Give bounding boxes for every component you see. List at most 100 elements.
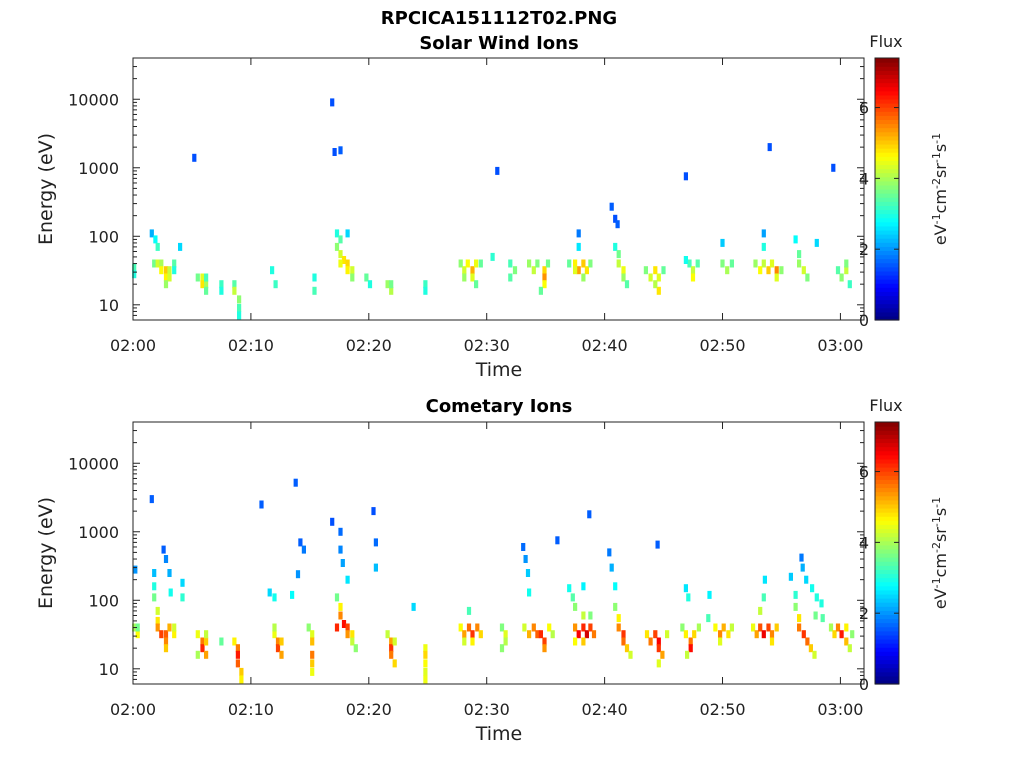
colorbar-segment [875, 557, 899, 562]
spectrogram-cell [161, 545, 166, 554]
colorbar-title: Flux [869, 32, 902, 51]
spectrogram-cell [680, 623, 685, 632]
spectrogram-cell [567, 259, 572, 268]
colorbar-segment [875, 217, 899, 223]
spectrogram-cell [718, 637, 723, 646]
spectrogram-cell [273, 280, 278, 289]
spectrogram-cell [522, 623, 527, 632]
spectrogram-cell [232, 286, 237, 295]
colorbar-segment [875, 139, 899, 145]
spectrogram-cell [152, 569, 157, 577]
x-tick-label: 02:40 [582, 700, 628, 719]
spectrogram-cell [462, 630, 467, 639]
colorbar-units-label: eV-1cm-2sr-1s-1 [930, 133, 951, 245]
spectrogram-cell [155, 259, 160, 268]
spectrogram-cell [392, 659, 397, 668]
spectrogram-cell [232, 280, 237, 289]
spectrogram-cell [200, 273, 205, 282]
colorbar-tick-label: 2 [859, 604, 869, 623]
x-tick-label: 02:30 [464, 700, 510, 719]
colorbar-segment [875, 180, 899, 186]
spectrogram-cell [345, 229, 350, 238]
spectrogram-cell [766, 623, 771, 632]
spectrogram-cell [237, 303, 242, 312]
spectrogram-cell [312, 286, 317, 295]
spectrogram-cell [275, 637, 281, 646]
spectrogram-cell [573, 623, 578, 632]
spectrogram-cell [656, 637, 661, 646]
spectrogram-cell [389, 286, 394, 295]
spectrogram-cell [367, 280, 373, 289]
spectrogram-cell [616, 614, 621, 623]
colorbar-segment [875, 115, 899, 120]
colorbar-segment [875, 471, 899, 476]
spectrogram-cell [163, 644, 169, 653]
spectrogram-cell [847, 280, 852, 289]
spectrogram-cell [521, 543, 526, 551]
colorbar-segment [875, 152, 899, 157]
spectrogram-cell [584, 266, 589, 275]
spectrogram-cell [364, 273, 369, 282]
spectrogram-cell [542, 273, 547, 282]
spectrogram-cell [793, 602, 798, 611]
spectrogram-cell [330, 517, 335, 526]
spectrogram-cell [774, 266, 779, 275]
spectrogram-cell [769, 630, 775, 639]
colorbar-segment [875, 675, 899, 681]
spectrogram-cell [474, 259, 479, 268]
spectrogram-cell [385, 630, 390, 639]
colorbar-segment [875, 569, 899, 575]
spectrogram-cell [149, 229, 154, 238]
spectrogram-cell [293, 478, 298, 487]
spectrogram-cell [470, 266, 475, 275]
colorbar-tick-label: 6 [859, 463, 869, 482]
colorbar-segment [875, 495, 899, 501]
spectrogram-cell [235, 659, 240, 668]
spectrogram-cell [470, 273, 475, 282]
colorbar-segment [875, 131, 899, 137]
spectrogram-cell [721, 623, 726, 632]
spectrogram-cell [423, 286, 428, 295]
spectrogram-cell [163, 637, 169, 646]
colorbar-segment [875, 503, 899, 509]
spectrogram-cell [713, 623, 718, 632]
colorbar-segment [875, 634, 899, 640]
spectrogram-cell [628, 650, 633, 659]
spectrogram-cell [839, 630, 844, 639]
panel-title-solar-wind-ions: Solar Wind Ions [419, 33, 578, 54]
spectrogram-cell [135, 630, 140, 639]
colorbar-segment [875, 532, 899, 538]
spectrogram-cell [581, 611, 586, 620]
spectrogram-cell [547, 623, 552, 632]
colorbar-segment [875, 483, 899, 489]
spectrogram-cell [729, 259, 734, 268]
x-tick-label: 02:00 [110, 700, 156, 719]
x-tick-label: 02:10 [228, 336, 274, 355]
spectrogram-cell [508, 259, 513, 268]
spectrogram-cell [172, 630, 177, 639]
y-tick-label: 10 [99, 660, 119, 679]
spectrogram-cell [621, 630, 626, 639]
spectrogram-cell [753, 259, 758, 268]
x-axis-label: Time [475, 359, 523, 381]
spectrogram-cell [458, 259, 463, 268]
colorbar-segment [875, 168, 899, 174]
colorbar-segment [875, 520, 899, 525]
spectrogram-cell [167, 273, 172, 282]
spectrogram-cell [466, 623, 472, 632]
colorbar-segment [875, 111, 899, 116]
spectrogram-cell [310, 667, 315, 676]
spectrogram-cell [729, 623, 734, 632]
spectrogram-cell [389, 280, 394, 289]
colorbar-segment [875, 205, 899, 211]
spectrogram-cell [527, 259, 532, 268]
colorbar-segment [875, 561, 899, 566]
spectrogram-cell [155, 606, 160, 615]
spectrogram-cell [758, 606, 763, 615]
spectrogram-cell [163, 266, 169, 275]
spectrogram-cell [310, 650, 315, 659]
spectrogram-cell [338, 146, 343, 155]
colorbar-segment [875, 450, 899, 456]
spectrogram-cell [180, 593, 185, 602]
